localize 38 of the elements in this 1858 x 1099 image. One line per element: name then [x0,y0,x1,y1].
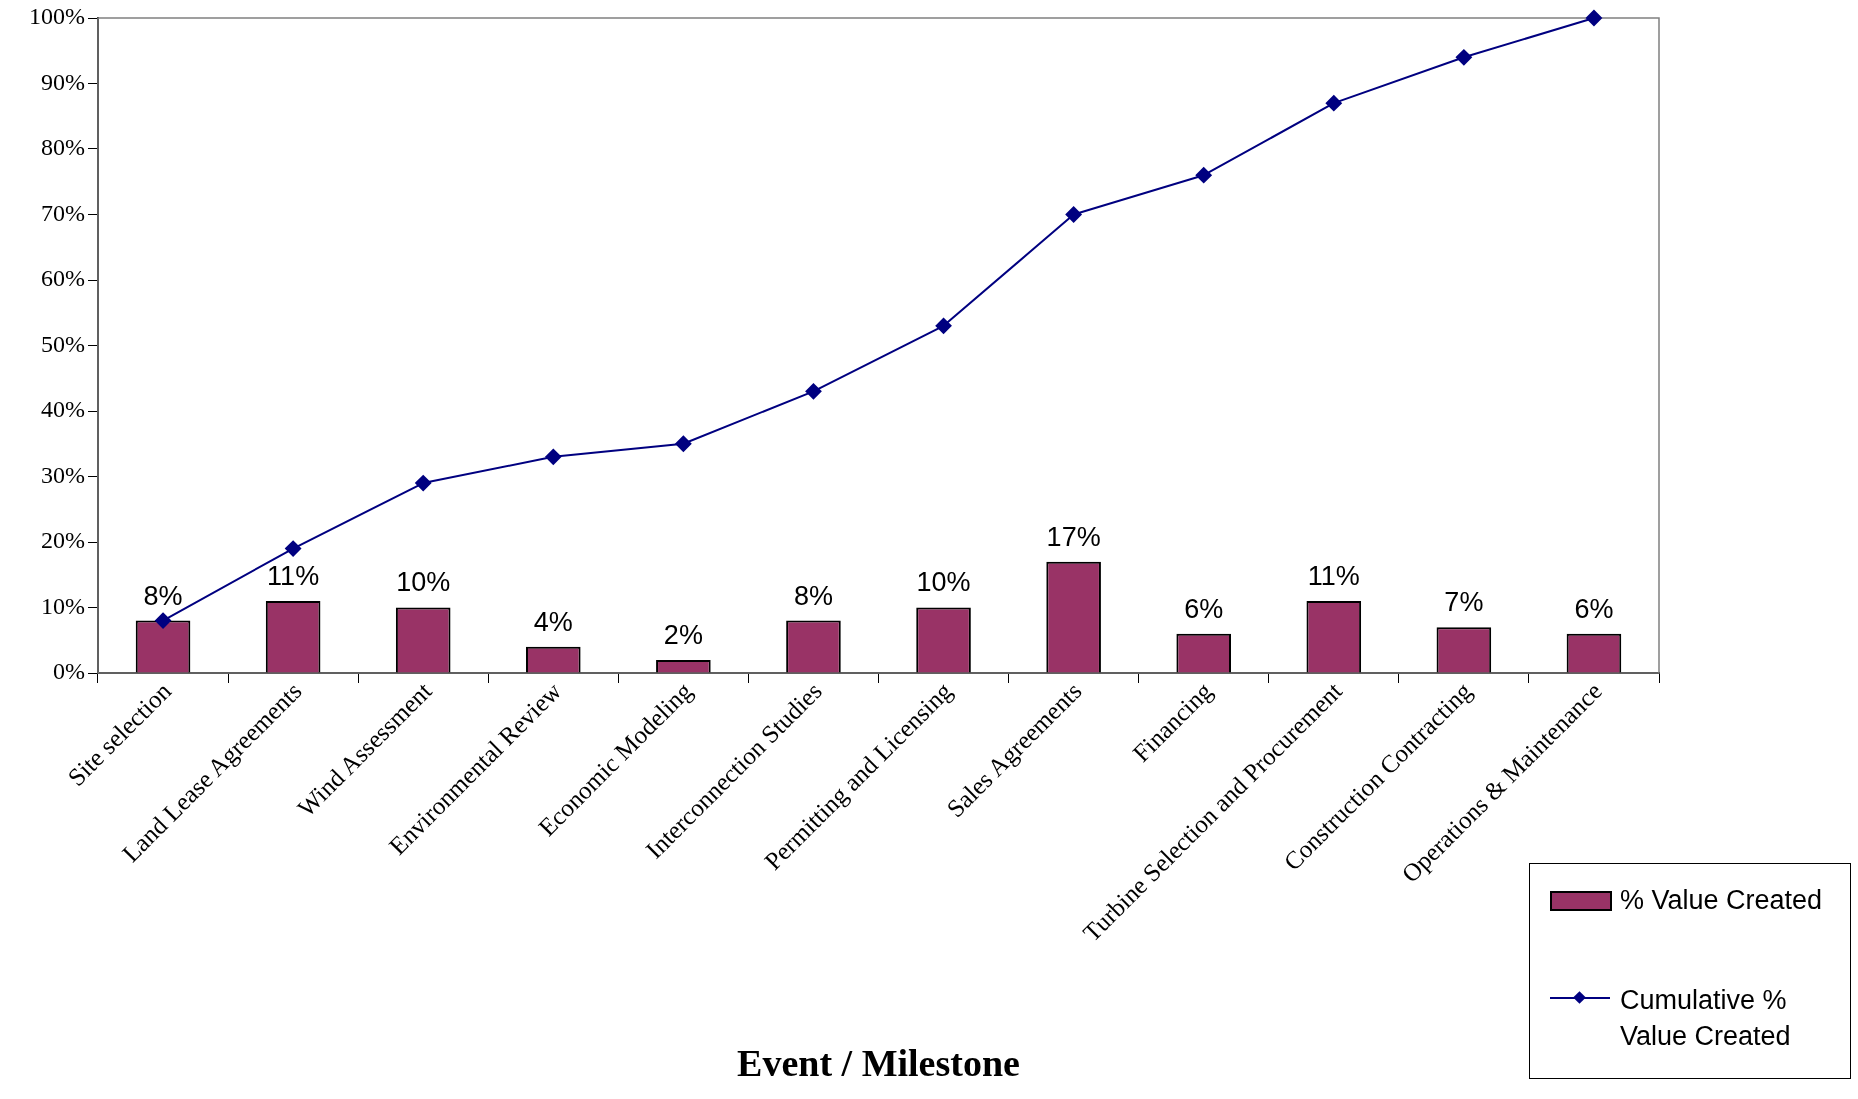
data-label: 11% [267,560,320,591]
point [1585,10,1602,26]
data-label: 10% [396,567,451,598]
y-tick-label: 100% [29,3,85,30]
point [545,448,562,465]
point [1455,49,1472,66]
y-tick-label: 70% [41,199,85,226]
point [415,475,432,492]
point [285,540,302,557]
y-tick-label: 50% [41,330,85,357]
data-label: 17% [1046,521,1101,552]
y-tick-label: 60% [41,265,85,292]
y-tick-label: 90% [41,68,85,95]
legend-label: % Value Created [1620,884,1824,917]
point [1065,206,1082,223]
data-label: 8% [793,580,833,611]
y-tick-label: 20% [41,527,85,554]
data-label: 10% [916,567,971,598]
x-axis-title: Event / Milestone [737,1042,1020,1085]
point [675,435,692,452]
point [935,317,952,334]
data-label: 7% [1444,587,1484,618]
point [1195,167,1212,184]
legend-label: Cumulative % Value Created [1620,984,1792,1053]
data-label: 4% [533,606,573,637]
data-label: 6% [1574,593,1614,624]
y-tick-label: 40% [41,396,85,423]
data-label: 8% [143,580,183,611]
point [1325,95,1342,112]
data-label: 2% [663,619,703,650]
y-tick-label: 10% [41,592,85,619]
data-label: 11% [1307,560,1360,591]
y-tick-label: 0% [53,658,85,685]
y-tick-label: 80% [41,134,85,161]
data-label: 6% [1184,593,1224,624]
point [155,612,172,629]
y-tick-label: 30% [41,461,85,488]
point [805,383,822,400]
